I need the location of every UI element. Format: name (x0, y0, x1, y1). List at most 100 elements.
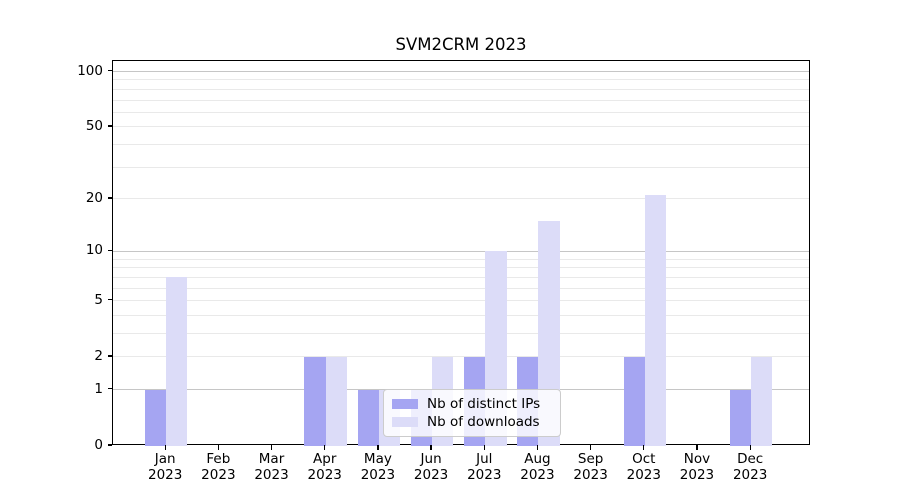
y-tick-label: 100 (77, 62, 103, 79)
x-tick-line: 2023 (307, 467, 342, 483)
x-tick-label: Jan 2023 (133, 451, 197, 483)
x-tick-line: 2023 (679, 467, 715, 483)
x-tick-mark (536, 445, 539, 450)
y-tick-mark (107, 197, 112, 199)
y-tick-mark (107, 355, 112, 357)
gridline (113, 166, 809, 168)
legend-label-distinct-ips: Nb of distinct IPs (427, 395, 541, 412)
x-tick-line: Aug (524, 451, 551, 467)
bar-downloads (751, 356, 773, 446)
x-tick-label: Sep 2023 (559, 451, 623, 483)
bar-downloads (644, 195, 667, 446)
y-tick-mark (107, 249, 112, 252)
x-tick-line: Feb (206, 451, 231, 467)
bar-distinct-ips (304, 356, 326, 446)
legend-item-downloads: Nb of downloads (392, 414, 552, 430)
x-tick-line: 2023 (626, 467, 661, 483)
x-tick-line: 2023 (520, 467, 555, 483)
y-tick-mark (107, 299, 112, 301)
x-tick-line: 2023 (573, 467, 608, 483)
x-tick-mark (164, 445, 166, 450)
bar-distinct-ips (729, 389, 752, 446)
gridline (113, 99, 809, 101)
legend-swatch-distinct-ips (392, 398, 418, 409)
x-tick-line: 2023 (201, 467, 236, 483)
gridline (113, 267, 809, 269)
x-tick-label: Jul 2023 (452, 451, 516, 483)
gridline (113, 79, 809, 81)
x-tick-line: Sep (577, 451, 604, 467)
legend-item-distinct-ips: Nb of distinct IPs (392, 396, 552, 412)
gridline (113, 287, 809, 289)
x-tick-label: Nov 2023 (665, 451, 729, 483)
gridline (113, 333, 809, 335)
x-tick-mark (483, 445, 485, 450)
y-tick-label: 50 (85, 117, 103, 134)
x-tick-line: Nov (683, 451, 711, 467)
x-tick-label: May 2023 (346, 451, 410, 483)
x-tick-mark (377, 445, 379, 450)
bar-distinct-ips (144, 389, 167, 446)
x-tick-line: Jun (420, 451, 442, 467)
x-tick-mark (324, 445, 326, 450)
x-tick-mark (270, 445, 273, 450)
x-tick-line: Mar (258, 451, 285, 467)
x-tick-line: Dec (737, 451, 764, 467)
gridline (113, 276, 809, 278)
gridline (113, 88, 809, 90)
y-tick-label: 0 (94, 437, 103, 453)
x-tick-line: Jul (476, 451, 493, 467)
y-tick-label: 5 (94, 291, 103, 308)
legend: Nb of distinct IPs Nb of downloads (383, 389, 561, 437)
y-tick-label: 10 (85, 242, 103, 259)
gridline (113, 258, 809, 260)
x-tick-line: 2023 (467, 467, 502, 483)
x-tick-mark (643, 445, 645, 450)
y-tick-mark (107, 69, 112, 72)
x-tick-line: 2023 (413, 467, 449, 483)
gridline (113, 356, 809, 358)
x-tick-line: Apr (313, 451, 337, 467)
y-tick-mark (107, 125, 112, 127)
x-tick-label: Dec 2023 (718, 451, 782, 483)
x-tick-line: 2023 (360, 467, 396, 483)
gridline (113, 111, 809, 113)
gridline (113, 198, 809, 200)
gridline (113, 71, 809, 73)
y-tick-label: 1 (94, 380, 103, 397)
x-tick-mark (696, 445, 698, 450)
y-tick-label: 2 (94, 347, 103, 364)
gridline (113, 300, 809, 302)
gridline (113, 250, 809, 252)
x-tick-label: Jun 2023 (399, 451, 463, 483)
x-tick-line: 2023 (254, 467, 289, 483)
bar-distinct-ips (357, 389, 379, 446)
x-tick-line: 2023 (147, 467, 183, 483)
bar-downloads (325, 356, 348, 446)
legend-swatch-downloads (392, 417, 418, 428)
y-tick-mark (107, 388, 112, 390)
legend-label-downloads: Nb of downloads (427, 414, 540, 431)
y-tick-label: 20 (85, 189, 103, 206)
bar-distinct-ips (623, 356, 645, 446)
x-tick-mark (217, 445, 220, 450)
x-tick-mark (749, 445, 751, 450)
x-tick-label: Feb 2023 (186, 451, 250, 483)
x-tick-line: Oct (632, 451, 656, 467)
x-tick-line: May (363, 451, 392, 467)
gridline (113, 314, 809, 316)
gridline (113, 126, 809, 128)
x-tick-mark (430, 445, 432, 450)
x-tick-label: Apr 2023 (293, 451, 357, 483)
plot-area: Nb of distinct IPs Nb of downloads (112, 60, 810, 446)
x-tick-label: Oct 2023 (612, 451, 676, 483)
x-tick-label: Aug 2023 (505, 451, 569, 483)
x-tick-line: Jan (154, 451, 176, 467)
x-tick-line: 2023 (732, 467, 768, 483)
x-tick-label: Mar 2023 (240, 451, 304, 483)
y-tick-mark (107, 444, 112, 446)
bar-downloads (166, 277, 188, 446)
gridline (113, 144, 809, 146)
x-tick-mark (590, 445, 592, 450)
